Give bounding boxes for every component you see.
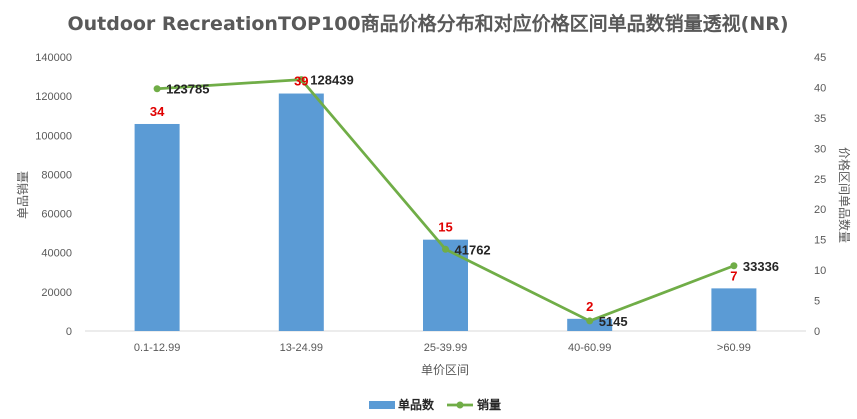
y2-tick-label: 10 [814,265,826,277]
y2-axis-title: 价格区间单品数量 [837,147,852,243]
chart-title: Outdoor RecreationTOP100商品价格分布和对应价格区间单品数… [67,12,788,35]
line-value-label: 5145 [599,314,628,329]
x-axis: 0.1-12.99 13-24.99 25-39.99 40-60.99 >60.99 [134,342,751,354]
y2-tick-label: 0 [814,326,820,338]
legend-swatch-bar [369,401,395,409]
x-tick-label: 0.1-12.99 [134,342,180,354]
bar-value-label: 2 [586,299,593,314]
y2-tick-label: 5 [814,296,820,308]
bar-value-label: 34 [150,104,165,119]
x-axis-title: 单价区间 [421,363,469,377]
y2-tick-label: 30 [814,143,826,155]
x-tick-label: 13-24.99 [280,342,323,354]
y2-tick-label: 25 [814,174,826,186]
line-point [153,85,161,93]
bar-series [134,93,757,332]
legend-label-bar: 单品数 [398,397,435,412]
y-tick-label: 40000 [41,248,72,260]
y2-tick-label: 35 [814,113,826,125]
y2-tick-label: 40 [814,82,826,94]
line-point [586,317,594,325]
bar [567,318,613,331]
bar-data-labels: 34 39 15 2 7 [150,74,738,314]
y-tick-label: 120000 [35,91,72,103]
y-axis-title: 单品销量 [16,171,30,219]
line-point [442,245,449,253]
bar-value-label: 15 [438,220,452,235]
y2-tick-label: 15 [814,235,826,247]
line-value-label: 33336 [743,259,779,274]
y-tick-label: 60000 [41,209,72,221]
left-y-axis: 0 20000 40000 60000 80000 100000 120000 140000 [35,52,72,338]
line-value-label: 128439 [310,73,353,88]
bar [278,93,324,332]
y2-tick-label: 20 [814,204,826,216]
bar-value-label: 39 [294,74,308,89]
legend-swatch-marker [456,401,464,409]
x-tick-label: 25-39.99 [424,342,467,354]
legend: 单品数 销量 [369,397,501,412]
line-point [730,262,738,270]
line-point [297,76,305,84]
y-tick-label: 140000 [35,52,72,64]
line-series [153,76,738,325]
bar [134,123,180,331]
legend-label-line: 销量 [477,397,501,412]
y-tick-label: 80000 [41,169,72,181]
right-y-axis: 0 5 10 15 20 25 30 35 40 45 [814,52,826,338]
x-tick-label: 40-60.99 [568,342,611,354]
line-data-labels: 123785 128439 41762 5145 33336 [166,73,779,329]
y-tick-label: 20000 [41,287,72,299]
bar [423,239,468,331]
x-tick-label: >60.99 [717,342,751,354]
y-tick-label: 0 [66,326,72,338]
y-tick-label: 100000 [35,130,72,142]
bar [711,288,757,331]
bar-value-label: 7 [730,268,737,283]
line-value-label: 41762 [455,242,491,257]
y2-tick-label: 45 [814,52,826,64]
line-value-label: 123785 [166,82,209,97]
